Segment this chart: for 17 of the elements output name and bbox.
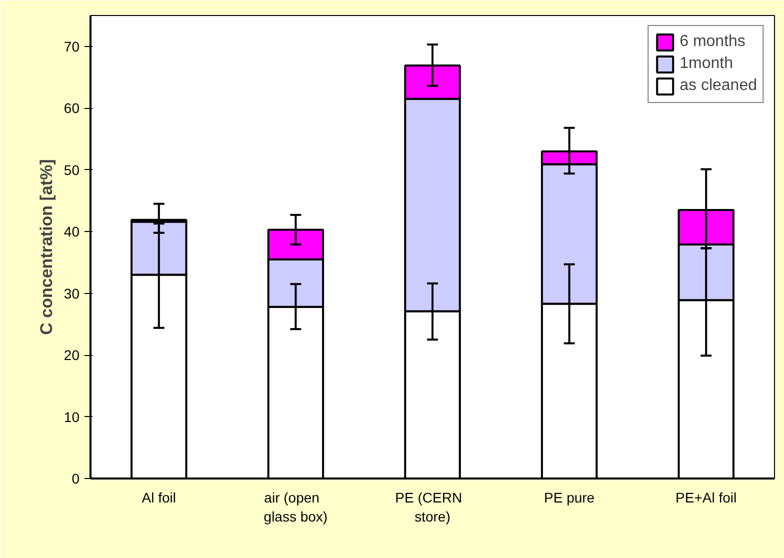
legend-label: 1month bbox=[680, 55, 733, 73]
y-tick-label: 50 bbox=[64, 162, 80, 178]
y-tick-label: 30 bbox=[64, 285, 80, 302]
y-tick-label: 10 bbox=[64, 408, 80, 425]
x-tick-label: PE (CERN store) bbox=[395, 490, 462, 525]
x-tick-label: Al foil bbox=[142, 490, 176, 506]
x-tick-label: PE+Al foil bbox=[676, 490, 737, 506]
x-tick-label: PE pure bbox=[544, 490, 595, 506]
x-tick-label: air (open glass box) bbox=[264, 490, 328, 525]
legend-label: as cleaned bbox=[680, 77, 757, 95]
y-tick-label: 60 bbox=[64, 100, 80, 116]
y-tick-label: 40 bbox=[64, 224, 80, 240]
y-tick-label: 0 bbox=[72, 470, 80, 486]
legend-label: 6 months bbox=[680, 33, 746, 51]
y-tick-label: 20 bbox=[64, 347, 80, 364]
y-tick-label: 70 bbox=[64, 38, 80, 54]
y-axis-title: C concentration [at%] bbox=[36, 159, 56, 335]
